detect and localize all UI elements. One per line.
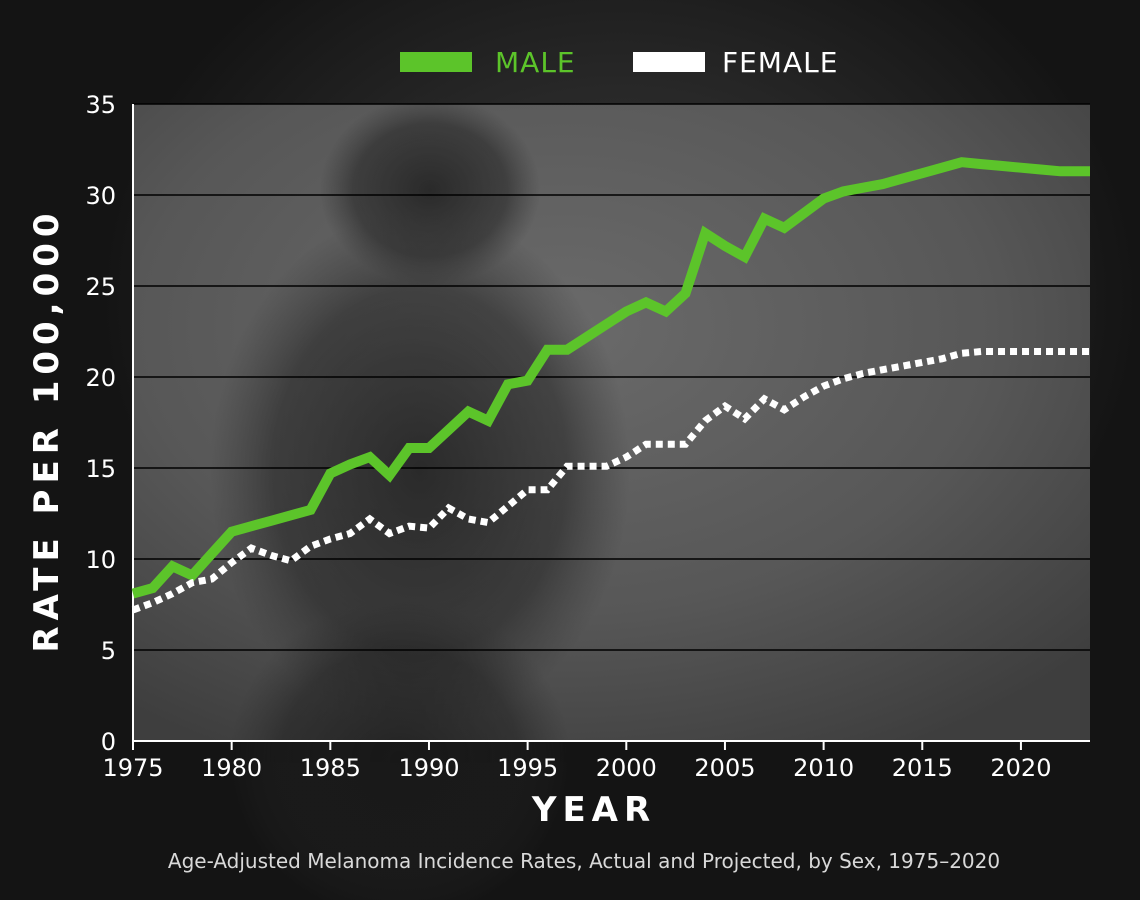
x-axis-title: YEAR — [531, 790, 656, 830]
y-tick-label-0: 0 — [101, 728, 116, 756]
legend-swatch-male — [400, 52, 472, 72]
legend-label-male: MALE — [495, 46, 576, 79]
y-tick-labels: 0 5 10 15 20 25 30 35 — [85, 91, 116, 756]
y-tick-label-35: 35 — [85, 91, 116, 119]
x-tick-label-1980: 1980 — [201, 754, 262, 782]
series-line-female — [131, 348, 1090, 614]
x-tick-label-2005: 2005 — [694, 754, 755, 782]
y-tick-label-30: 30 — [85, 182, 116, 210]
x-tick-label-2000: 2000 — [596, 754, 657, 782]
y-tick-label-10: 10 — [85, 546, 116, 574]
x-tick-label-1985: 1985 — [300, 754, 361, 782]
y-tick-label-15: 15 — [85, 455, 116, 483]
legend: MALE FEMALE — [400, 46, 838, 79]
legend-swatch-female — [633, 52, 705, 72]
chart-caption: Age-Adjusted Melanoma Incidence Rates, A… — [168, 849, 1000, 873]
x-tick-label-2015: 2015 — [892, 754, 953, 782]
series-line-male — [131, 157, 1090, 599]
x-tick-label-2020: 2020 — [990, 754, 1051, 782]
y-tick-label-20: 20 — [85, 364, 116, 392]
x-tick-label-1995: 1995 — [497, 754, 558, 782]
x-tick-label-1990: 1990 — [398, 754, 459, 782]
legend-label-female: FEMALE — [722, 46, 838, 79]
grid-lines — [132, 103, 1090, 749]
y-tick-label-5: 5 — [101, 637, 116, 665]
silhouette-decoration — [210, 95, 630, 900]
x-tick-label-1975: 1975 — [102, 754, 163, 782]
y-axis-title: RATE PER 100,000 — [27, 207, 67, 652]
series-lines — [131, 157, 1090, 614]
x-tick-label-2010: 2010 — [793, 754, 854, 782]
y-tick-label-25: 25 — [85, 273, 116, 301]
x-tick-labels: 1975 1980 1985 1990 1995 2000 2005 2010 2015 2020 — [102, 741, 1051, 782]
